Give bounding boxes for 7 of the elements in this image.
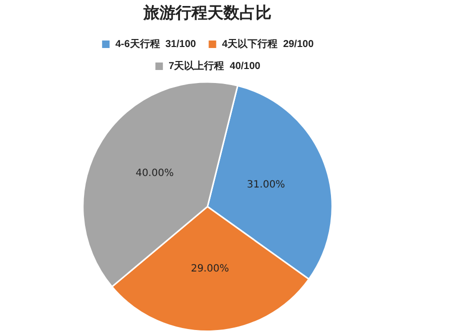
legend-label: 4-6天行程 31/100 <box>115 38 196 50</box>
data-label: 40.00% <box>136 168 174 180</box>
legend-label: 7天以上行程 40/100 <box>168 60 261 72</box>
data-label: 31.00% <box>246 180 286 191</box>
chart-title: 旅游行程天数占比 <box>142 2 272 22</box>
data-label: 29.00% <box>190 263 229 274</box>
legend-label: 4天以下行程 29/100 <box>222 38 314 50</box>
